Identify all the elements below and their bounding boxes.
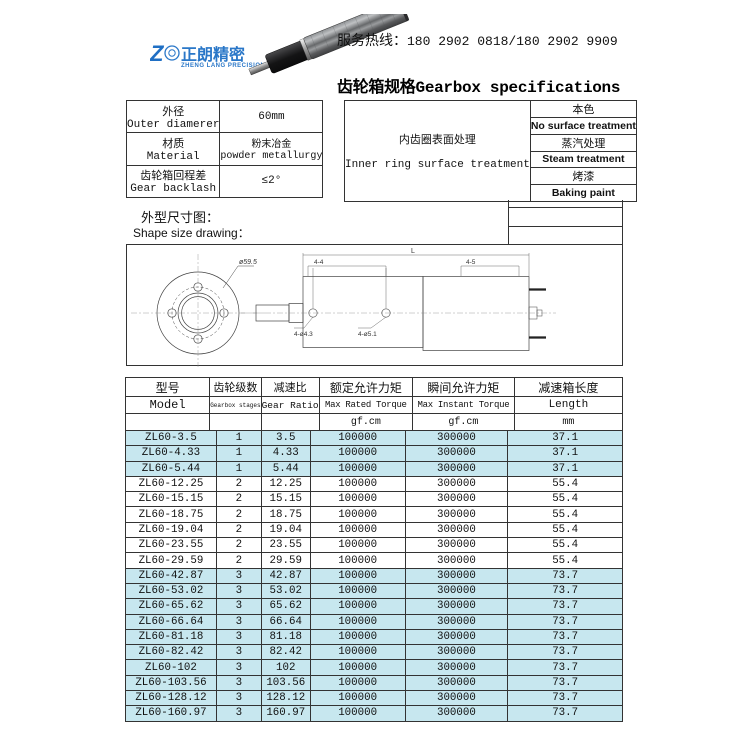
svg-text:L: L [411,248,415,255]
svg-text:4-ø5.1: 4-ø5.1 [358,331,377,338]
svg-text:Z: Z [150,42,165,66]
svg-text:4-5: 4-5 [466,259,476,266]
svg-text:4-ø4.3: 4-ø4.3 [294,331,313,338]
svg-text:正朗精密: 正朗精密 [181,45,245,64]
svg-text:4-4: 4-4 [314,259,324,266]
svg-text:ø59.5: ø59.5 [239,259,257,266]
